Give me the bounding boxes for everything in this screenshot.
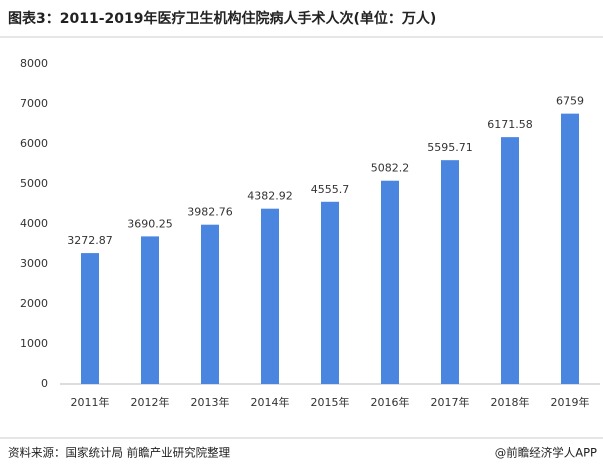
x-tick-label: 2016年 <box>371 395 410 409</box>
bar <box>81 253 99 384</box>
x-tick-label: 2014年 <box>251 395 290 409</box>
y-tick-label: 0 <box>41 377 48 390</box>
y-tick-label: 5000 <box>20 177 48 190</box>
x-tick-label: 2015年 <box>311 395 350 409</box>
bar <box>201 224 219 384</box>
bar <box>261 208 279 384</box>
value-label: 5595.71 <box>427 141 473 154</box>
source-note: 资料来源：国家统计局 前瞻产业研究院整理 <box>8 446 231 460</box>
x-tick-label: 2019年 <box>551 395 590 409</box>
bar <box>321 201 339 384</box>
x-tick-label: 2011年 <box>71 395 110 409</box>
bar <box>441 160 459 384</box>
x-tick-label: 2012年 <box>131 395 170 409</box>
y-tick-label: 2000 <box>20 297 48 310</box>
bar <box>381 180 399 384</box>
bar <box>561 113 579 384</box>
x-tick-label: 2017年 <box>431 395 470 409</box>
y-tick-label: 7000 <box>20 97 48 110</box>
x-tick-label: 2018年 <box>491 395 530 409</box>
y-tick-label: 6000 <box>20 137 48 150</box>
value-label: 3272.87 <box>67 234 113 247</box>
value-label: 3982.76 <box>187 206 233 219</box>
value-label: 3690.25 <box>127 217 173 230</box>
bar <box>501 137 519 384</box>
y-tick-label: 1000 <box>20 337 48 350</box>
bar <box>141 236 159 384</box>
x-tick-label: 2013年 <box>191 395 230 409</box>
value-label: 4382.92 <box>247 190 293 203</box>
value-label: 6759 <box>556 95 584 108</box>
value-label: 5082.2 <box>371 162 410 175</box>
y-tick-label: 3000 <box>20 257 48 270</box>
credit: @前瞻经济学人APP <box>495 446 597 460</box>
value-label: 4555.7 <box>311 183 350 196</box>
chart-title: 图表3：2011-2019年医疗卫生机构住院病人手术人次(单位：万人) <box>8 10 436 27</box>
y-tick-label: 8000 <box>20 57 48 70</box>
value-label: 6171.58 <box>487 118 533 131</box>
y-tick-label: 4000 <box>20 217 48 230</box>
